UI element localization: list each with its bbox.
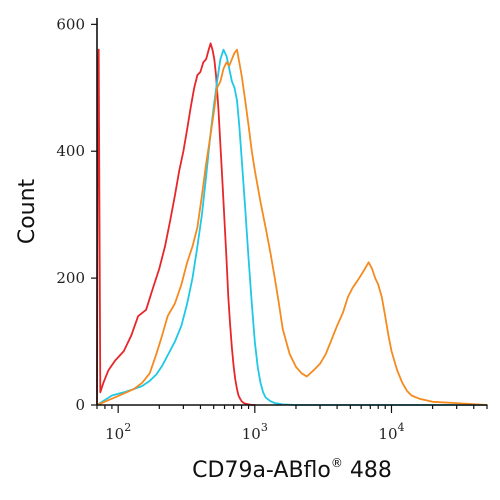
y-axis-title: Count [15, 178, 40, 244]
x-tick-label-100: 102 [105, 421, 131, 443]
x-tick-label-10000: 104 [378, 421, 404, 443]
y-tick-label-0: 0 [75, 396, 85, 414]
x-ticks-group: 102 103 104 [96, 405, 488, 443]
x-axis-title-suffix: 488 [343, 458, 392, 483]
series-line-1 [96, 42, 256, 406]
x-axis-title: CD79a-ABflo® 488 [192, 456, 392, 483]
y-tick-label-600: 600 [56, 15, 85, 33]
y-ticks-group: 0 200 400 600 [56, 15, 97, 414]
y-tick-label-400: 400 [56, 142, 85, 160]
x-tick-label-1000: 103 [242, 421, 268, 443]
x-axis-title-superscript: ® [331, 456, 343, 470]
plot-series-group [96, 42, 488, 406]
series-line-2 [96, 48, 488, 406]
axes-group [96, 18, 487, 406]
y-tick-label-200: 200 [56, 269, 85, 287]
x-axis-title-main: CD79a-ABflo [192, 458, 331, 483]
series-line-3 [96, 48, 488, 406]
